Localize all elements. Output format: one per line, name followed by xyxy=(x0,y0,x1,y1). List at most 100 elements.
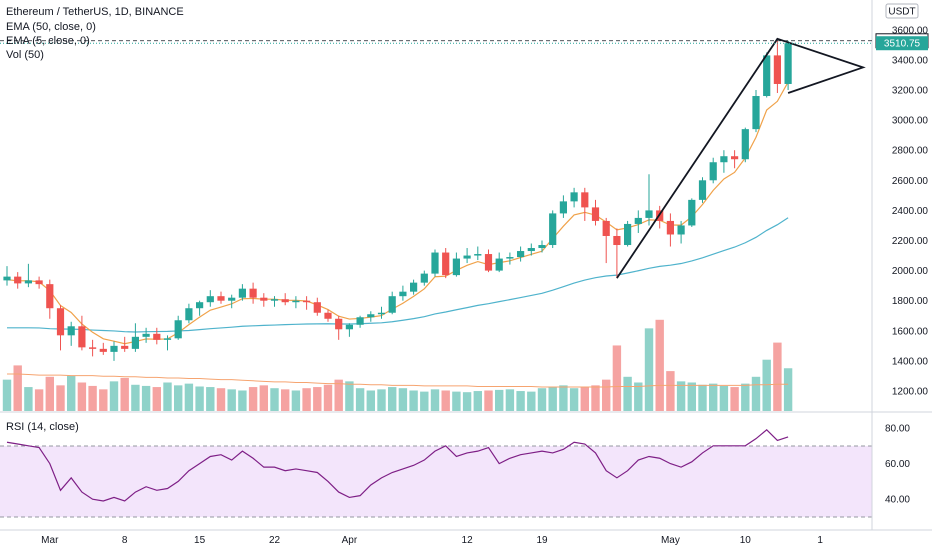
volume-bar xyxy=(206,387,215,411)
volume-bar xyxy=(109,381,119,411)
candle xyxy=(217,291,225,304)
last-price-label: 3510.75 xyxy=(884,39,921,50)
volume-bar xyxy=(291,390,301,411)
candle xyxy=(752,90,760,133)
candle xyxy=(677,220,685,244)
candle-body xyxy=(142,333,150,337)
candle-body xyxy=(581,192,589,208)
last-price-tag xyxy=(876,36,928,51)
rsi-tick-label: 60.00 xyxy=(885,459,910,470)
candle-body xyxy=(410,282,418,292)
candle-body xyxy=(78,326,86,348)
candle xyxy=(121,336,129,352)
candle xyxy=(196,300,204,316)
candle-body xyxy=(463,255,471,259)
candle xyxy=(527,243,535,256)
candle xyxy=(46,279,54,319)
volume-bar xyxy=(462,392,472,411)
volume-bar xyxy=(666,371,675,411)
volume-bar xyxy=(687,382,696,411)
candle xyxy=(303,296,311,310)
candle-body xyxy=(185,308,193,321)
price-tick-label: 2200.00 xyxy=(892,236,929,247)
candle-body xyxy=(484,254,493,271)
candle-body xyxy=(367,314,375,318)
currency-label: USDT xyxy=(888,7,915,18)
time-tick-label: 8 xyxy=(122,535,128,546)
candle xyxy=(634,210,642,233)
candle-body xyxy=(442,252,450,276)
legend-ema50: EMA (50, close, 0) xyxy=(6,21,96,33)
candle xyxy=(110,341,118,361)
candle-body xyxy=(698,180,707,200)
price-tick-label: 3400.00 xyxy=(892,55,929,66)
candle-body xyxy=(238,288,246,298)
candle-body xyxy=(24,280,32,284)
price-tick-label: 3200.00 xyxy=(892,86,929,97)
volume-bar xyxy=(99,389,108,411)
rsi-tick-label: 40.00 xyxy=(885,495,910,506)
candle-body xyxy=(420,273,428,283)
volume-bar xyxy=(152,387,161,411)
price-tick-label: 3000.00 xyxy=(892,116,929,127)
candle xyxy=(131,323,139,352)
volume-bar xyxy=(580,387,589,411)
volume-bar xyxy=(741,383,750,411)
candle-body xyxy=(634,217,642,224)
volume-bar xyxy=(34,389,44,411)
candle xyxy=(720,150,728,173)
volume-bar xyxy=(516,391,525,411)
price-tick-label: 2000.00 xyxy=(892,266,929,277)
volume-bar xyxy=(163,382,172,411)
volume-bar xyxy=(484,390,493,411)
candle-body xyxy=(474,254,482,256)
candle-body xyxy=(506,257,514,259)
candle xyxy=(517,246,525,262)
volume-bar xyxy=(345,381,354,411)
candle xyxy=(602,217,610,264)
candle-body xyxy=(666,220,674,235)
candle xyxy=(474,246,482,261)
volume-bar xyxy=(88,385,97,411)
volume-bar xyxy=(783,368,793,411)
candle xyxy=(260,293,268,307)
volume-bar xyxy=(24,387,33,411)
pennant-drawing xyxy=(616,37,866,279)
time-tick-label: 19 xyxy=(536,535,548,546)
rsi-line xyxy=(6,428,789,502)
volume-bar xyxy=(751,376,761,411)
legend-symbol: Ethereum / TetherUS, 1D, BINANCE xyxy=(6,6,184,18)
legend-ema5: EMA (5, close, 0) xyxy=(6,35,90,47)
candle xyxy=(410,279,418,295)
volume-bar xyxy=(281,389,290,411)
candle-body xyxy=(217,296,225,301)
candle xyxy=(270,296,279,307)
candle-body xyxy=(163,338,172,340)
volume-bar xyxy=(698,384,707,411)
candle xyxy=(313,297,321,316)
candle-body xyxy=(99,348,107,352)
volume-bar xyxy=(313,387,322,411)
candle-body xyxy=(270,299,279,301)
candle xyxy=(666,213,674,247)
currency-box xyxy=(885,3,919,19)
candle-body xyxy=(89,347,97,349)
candle-body xyxy=(121,345,129,349)
candle-body xyxy=(67,326,75,336)
rsi-tick-label: 80.00 xyxy=(885,424,910,435)
candle-body xyxy=(249,288,257,298)
time-tick-label: Apr xyxy=(342,535,358,546)
candle-body xyxy=(399,291,407,297)
price-tick-label: 2600.00 xyxy=(892,176,929,187)
candle xyxy=(249,282,257,304)
candle xyxy=(3,266,11,286)
candle xyxy=(570,187,578,208)
candle-body xyxy=(763,55,771,97)
candle xyxy=(356,315,364,328)
candle xyxy=(35,276,43,289)
price-tick-label: 1400.00 xyxy=(892,356,929,367)
candle-body xyxy=(624,223,632,246)
candle-body xyxy=(281,299,289,303)
candle-body xyxy=(228,297,236,301)
